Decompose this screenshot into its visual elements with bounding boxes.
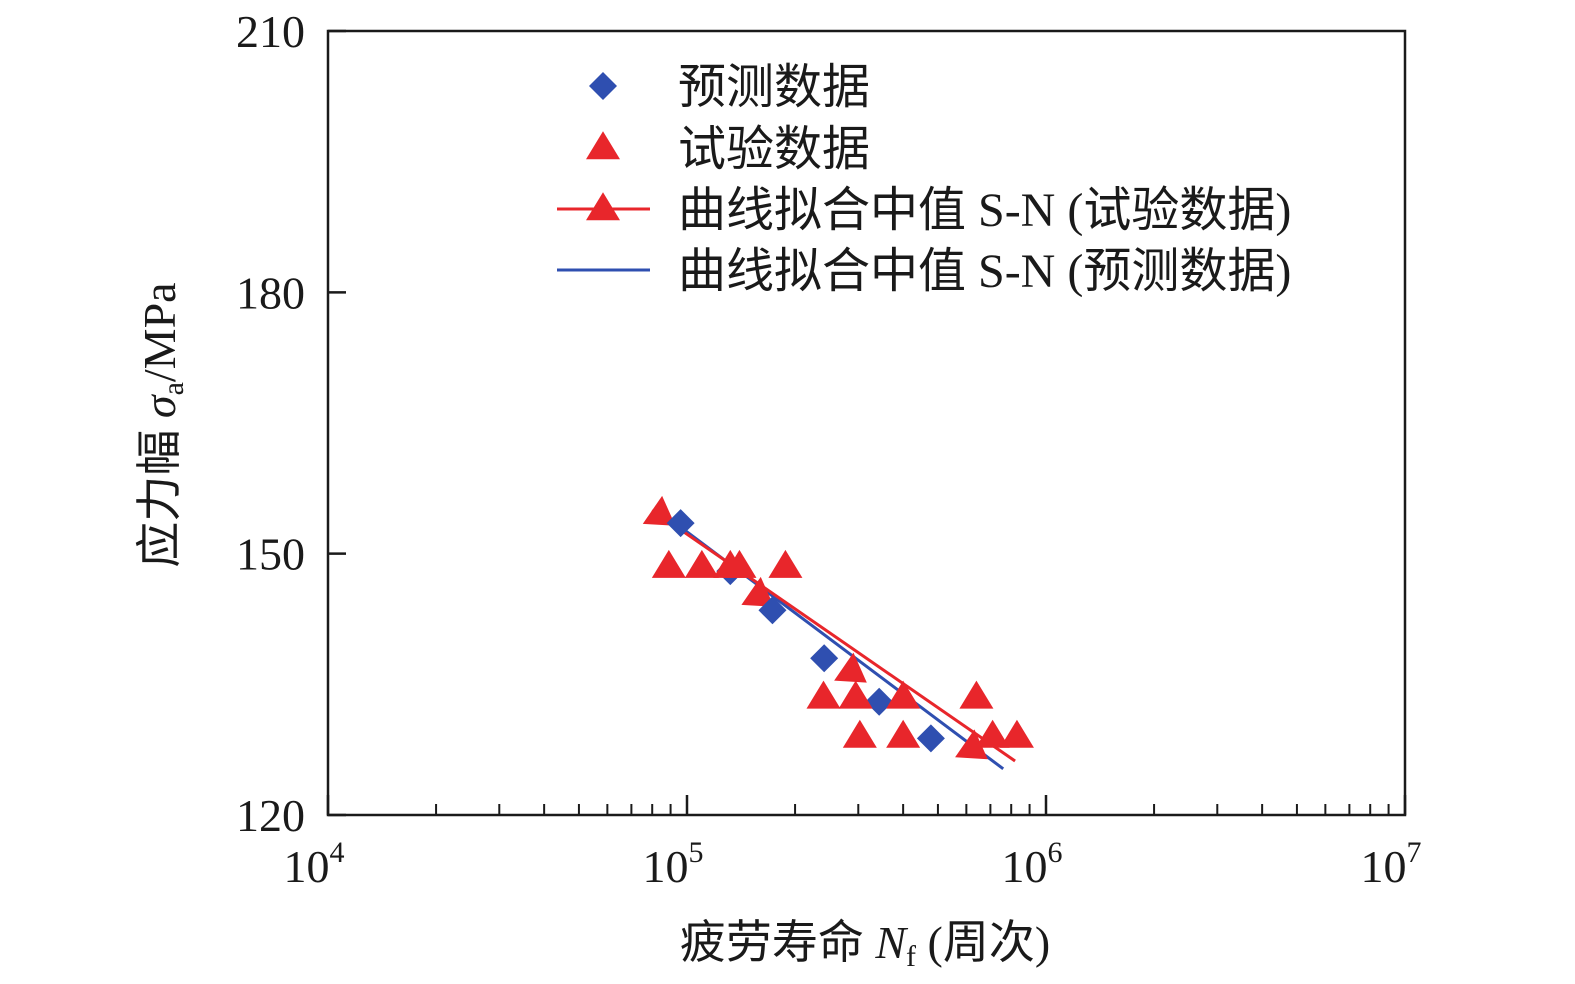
x-tick-label-exponent: 6 <box>1048 836 1063 869</box>
legend-label: 曲线拟合中值 S-N (试验数据) <box>678 184 1291 237</box>
legend-label: 曲线拟合中值 S-N (预测数据) <box>678 245 1291 298</box>
x-axis-title-subscript: f <box>906 940 916 973</box>
x-tick-label: 104 <box>284 836 345 892</box>
x-axis-title-symbol: N <box>874 917 908 968</box>
series-layer <box>642 495 1034 771</box>
y-tick-label: 210 <box>236 6 305 57</box>
data-point <box>838 680 873 709</box>
legend-label: 预测数据 <box>678 61 870 114</box>
y-axis-title-prefix: 应力幅 <box>134 418 185 568</box>
series-1 <box>651 549 1034 748</box>
data-point <box>666 509 695 538</box>
legend-item: 预测数据 <box>589 61 870 114</box>
data-point <box>865 687 894 716</box>
legend-item: 试验数据 <box>586 123 870 176</box>
fit-line-marker <box>955 729 988 760</box>
data-point <box>975 719 1010 748</box>
data-point <box>842 719 877 748</box>
legend-marker <box>586 131 620 160</box>
fit-line-marker <box>741 576 775 607</box>
data-point <box>722 549 757 578</box>
y-tick-label: 180 <box>236 267 305 318</box>
x-tick-label-exponent: 5 <box>689 836 704 869</box>
data-point <box>684 549 719 578</box>
legend-item: 曲线拟合中值 S-N (试验数据) <box>557 184 1291 237</box>
y-axis-title-subscript: a <box>157 382 190 395</box>
plot-area <box>326 29 1407 817</box>
x-axis-title-prefix: 疲劳寿命 <box>680 917 876 968</box>
x-tick-label-exponent: 4 <box>330 836 345 869</box>
x-tick-label-base: 10 <box>1361 841 1407 892</box>
x-axis: 104 105 106 107 <box>284 795 1422 892</box>
x-tick-label: 105 <box>643 836 704 892</box>
x-tick-label: 107 <box>1361 836 1422 892</box>
legend-marker <box>589 72 617 100</box>
fit-line-marker <box>834 652 867 683</box>
y-axis-title: 应力幅 σa/MPa <box>134 282 190 567</box>
data-point <box>758 596 787 625</box>
x-tick-label-base: 10 <box>284 841 330 892</box>
y-tick-label: 150 <box>236 529 305 580</box>
x-axis-title: 疲劳寿命 Nf (周次) <box>680 917 1050 973</box>
data-point <box>886 680 921 709</box>
x-tick-label-base: 10 <box>1002 841 1048 892</box>
x-axis-title-suffix: (周次) <box>916 917 1050 968</box>
plot-frame <box>326 29 1407 817</box>
y-axis-title-suffix: /MPa <box>134 282 185 382</box>
x-tick-label-base: 10 <box>643 841 689 892</box>
y-tick-label: 120 <box>236 790 305 841</box>
x-tick-label: 106 <box>1002 836 1063 892</box>
data-point <box>999 719 1034 748</box>
y-axis-title-symbol: σ <box>134 393 185 418</box>
data-point <box>651 549 686 578</box>
fit-line-marker <box>642 495 676 526</box>
data-point <box>768 549 803 578</box>
series-2 <box>642 495 1016 763</box>
data-point <box>959 680 994 709</box>
x-tick-label-exponent: 7 <box>1407 836 1422 869</box>
data-point <box>806 680 841 709</box>
legend-label: 试验数据 <box>678 123 870 176</box>
data-point <box>916 724 945 753</box>
y-axis: 120 150 180 210 <box>236 6 346 841</box>
data-point <box>810 644 839 673</box>
fit-line <box>651 508 1016 763</box>
legend-item: 曲线拟合中值 S-N (预测数据) <box>557 245 1291 298</box>
data-point <box>886 719 921 748</box>
legend-marker <box>586 192 620 221</box>
series-0 <box>666 509 945 753</box>
